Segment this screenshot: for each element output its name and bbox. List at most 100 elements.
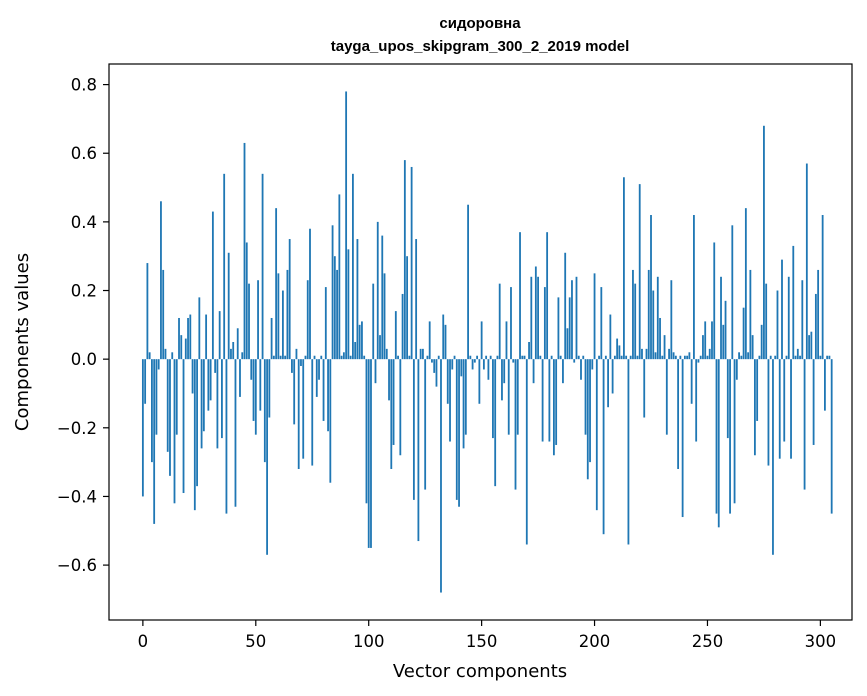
bar xyxy=(383,273,386,360)
bar xyxy=(575,276,578,360)
bar xyxy=(598,355,600,360)
bar xyxy=(803,359,806,490)
bar xyxy=(645,348,648,360)
bar xyxy=(683,355,686,360)
bar xyxy=(776,290,779,360)
bar xyxy=(365,359,368,504)
bar xyxy=(182,359,185,494)
bar xyxy=(609,314,612,360)
y-axis-ticks: −0.6 −0.4 −0.2 0.0 0.2 0.4 0.6 0.8 xyxy=(57,76,109,575)
bar xyxy=(460,359,463,377)
bar xyxy=(618,345,621,360)
bar xyxy=(442,314,445,360)
bar xyxy=(726,359,729,439)
bar xyxy=(525,359,528,545)
bar xyxy=(191,359,194,394)
bar xyxy=(175,359,178,435)
bar xyxy=(313,355,316,360)
bar xyxy=(772,359,774,555)
bar xyxy=(672,352,675,360)
bar xyxy=(731,225,734,360)
bar xyxy=(647,269,650,360)
x-tick-label: 150 xyxy=(466,632,498,651)
bar xyxy=(828,355,831,360)
bar xyxy=(223,173,226,360)
bar xyxy=(266,359,268,555)
bar xyxy=(342,352,345,360)
bar xyxy=(367,359,370,548)
y-tick-label: 0.8 xyxy=(71,76,97,95)
bar xyxy=(230,348,232,360)
bar xyxy=(146,263,149,360)
bar xyxy=(408,355,411,360)
bar xyxy=(202,359,205,432)
bar xyxy=(410,166,413,360)
bar xyxy=(471,359,474,370)
bar xyxy=(607,359,609,408)
bar xyxy=(566,328,569,360)
bar xyxy=(392,359,395,445)
bar xyxy=(428,321,431,360)
bar xyxy=(304,355,307,360)
bar xyxy=(532,359,535,384)
bar xyxy=(469,355,472,360)
bar xyxy=(697,359,700,363)
y-tick-label: −0.6 xyxy=(57,556,97,575)
bar xyxy=(514,359,517,490)
bar xyxy=(530,276,533,360)
bar xyxy=(760,324,763,360)
bar xyxy=(550,355,553,360)
bar xyxy=(297,359,300,469)
bar xyxy=(720,276,722,360)
bar xyxy=(324,287,327,360)
bar xyxy=(394,311,397,360)
bar xyxy=(810,331,813,360)
bar xyxy=(302,359,305,459)
bar xyxy=(516,359,519,435)
bar xyxy=(586,359,589,480)
bar xyxy=(284,355,287,360)
bar xyxy=(327,359,329,432)
bar xyxy=(272,355,275,360)
bar xyxy=(636,355,639,360)
bar xyxy=(638,184,641,360)
bar xyxy=(708,348,711,360)
bar xyxy=(568,297,571,360)
bar xyxy=(805,163,808,360)
bar xyxy=(352,173,354,360)
bar xyxy=(464,359,467,435)
bar xyxy=(164,348,167,360)
bar xyxy=(198,297,201,360)
x-axis-label: Vector components xyxy=(393,661,567,682)
bar xyxy=(453,355,456,360)
bar xyxy=(663,335,666,360)
bar xyxy=(668,348,670,360)
bar xyxy=(180,335,183,360)
bar xyxy=(157,359,160,370)
y-tick-label: −0.4 xyxy=(57,487,97,506)
bar xyxy=(665,359,668,435)
bar xyxy=(763,125,765,360)
bar xyxy=(674,355,677,360)
bar xyxy=(604,355,607,360)
bar xyxy=(397,355,399,360)
bar xyxy=(577,355,580,360)
bar xyxy=(787,276,790,360)
bar xyxy=(616,338,619,360)
bar xyxy=(679,355,682,360)
bar xyxy=(559,355,562,360)
bar xyxy=(279,355,282,360)
bar xyxy=(166,359,169,452)
bar xyxy=(349,355,352,360)
bar xyxy=(539,355,542,360)
bar xyxy=(799,355,801,360)
bar xyxy=(437,355,440,360)
bar xyxy=(794,355,797,360)
bar xyxy=(169,359,171,476)
bar xyxy=(200,359,203,449)
bar xyxy=(555,359,558,445)
y-tick-label: 0.4 xyxy=(71,213,97,232)
bar xyxy=(751,335,754,360)
bar xyxy=(661,355,664,360)
